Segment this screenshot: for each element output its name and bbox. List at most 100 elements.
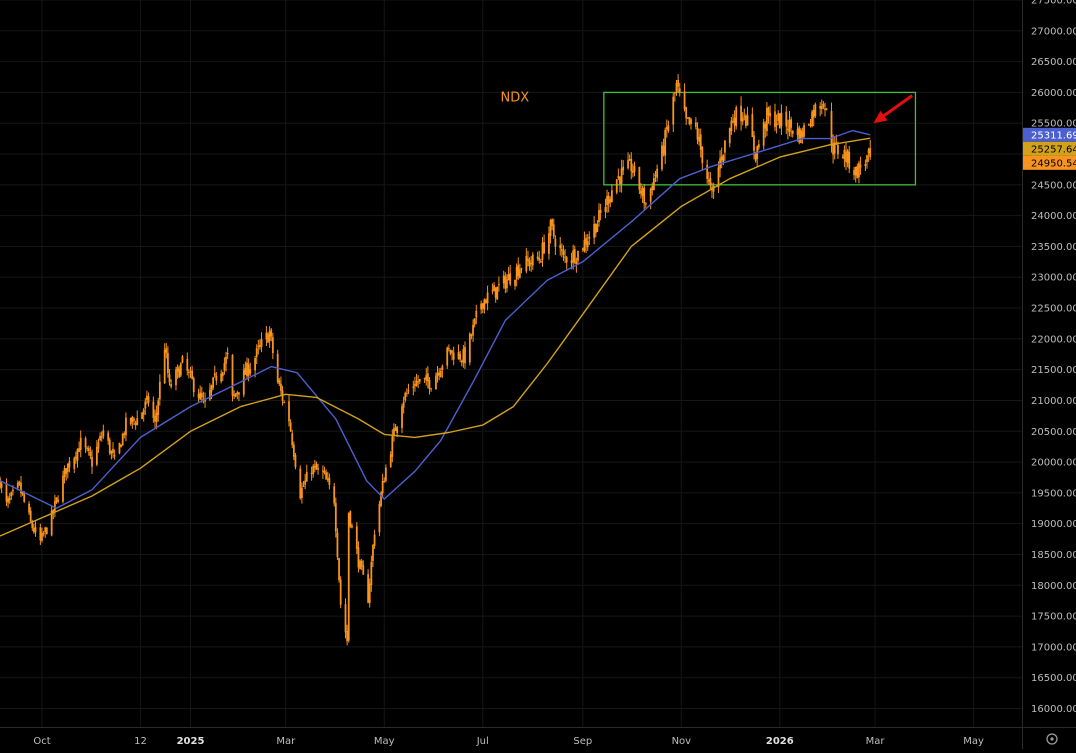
candle-body [845,152,847,162]
candle-body [582,248,584,250]
candle-body [453,353,455,360]
candle-body [860,165,862,168]
candle-body [125,418,127,436]
x-tick-label: 2026 [766,736,794,747]
candle-body [382,481,384,493]
candle-body [742,118,744,122]
candle-body [564,257,566,258]
candle-body [314,466,316,467]
candle-body [868,149,870,153]
candle-body [88,448,90,451]
candle-body [575,262,577,265]
candle-body [769,113,771,117]
candle-body [46,528,48,534]
candle-body [837,145,839,154]
candle-body [148,396,150,402]
candle-body [340,579,342,604]
candle-body [530,263,532,264]
candle-body [317,468,319,469]
candle-body [131,417,133,422]
y-tick-label: 17500.00 [1031,612,1076,623]
candle-body [855,167,857,176]
candle-body [120,445,122,447]
candle-body [406,393,408,394]
candle-body [550,220,552,236]
candle-body [611,190,613,202]
candle-body [585,238,587,245]
candle-body [506,279,508,288]
candle-body [802,131,804,137]
candle-body [178,369,180,378]
candle-body [621,168,623,183]
candle-body [493,285,495,291]
candle-body [826,108,828,109]
candle-body [348,513,350,641]
candle-body [706,165,708,179]
x-tick-label: 12 [134,736,147,747]
candle-body [810,125,812,126]
candle-body [554,239,556,247]
candle-body [215,376,217,381]
candle-body [701,147,703,163]
candle-body [361,561,363,567]
candle-body [559,245,561,248]
candle-body [259,345,261,347]
candle-body [146,396,148,400]
candle-body [225,357,227,364]
candle-body [638,167,640,190]
candle-body [540,261,542,262]
candle-body [844,150,846,160]
candle-body [441,366,443,370]
x-tick-label: Jul [476,736,489,747]
candle-body [605,207,607,212]
candle-body [404,393,406,400]
candle-body [107,433,109,441]
candle-body [462,349,464,363]
candle-body [451,350,453,352]
candle-body [519,269,521,278]
y-tick-label: 23000.00 [1031,273,1076,284]
candle-body [367,574,369,603]
candle-body [254,358,256,370]
candle-body [235,394,237,397]
candle-body [435,376,437,390]
candle-body [220,374,222,382]
price-label: 24950.54 [1031,158,1076,169]
x-tick-label: Mar [276,736,296,747]
candle-body [561,249,563,251]
candle-body [351,525,353,527]
candle-body [542,243,544,260]
candle-body [362,566,364,575]
candle-body [170,384,172,387]
candle-body [177,367,179,372]
candle-body [525,256,527,271]
candle-body [299,469,301,499]
candle-body [697,128,699,140]
candle-body [356,526,358,549]
candle-body [291,433,293,445]
candle-body [143,410,145,415]
candle-body [267,334,269,343]
candle-body [65,468,67,474]
candle-body [800,130,802,143]
candle-body [35,527,37,532]
candle-body [808,124,810,125]
candle-body [514,280,516,286]
candle-body [90,452,92,456]
chart-title-annotation: NDX [501,91,530,106]
y-tick-label: 18500.00 [1031,550,1076,561]
candle-body [429,380,431,389]
candle-body [698,137,700,141]
candle-body [236,392,238,394]
candle-body [167,353,169,373]
candle-body [446,348,448,366]
candle-body [472,325,474,335]
candle-body [685,107,687,118]
candle-body [790,119,792,128]
candle-body [249,369,251,373]
candle-body [517,265,519,276]
candle-body [175,370,177,386]
candle-body [781,113,783,127]
candle-body [412,387,414,388]
candle-body [427,373,429,381]
